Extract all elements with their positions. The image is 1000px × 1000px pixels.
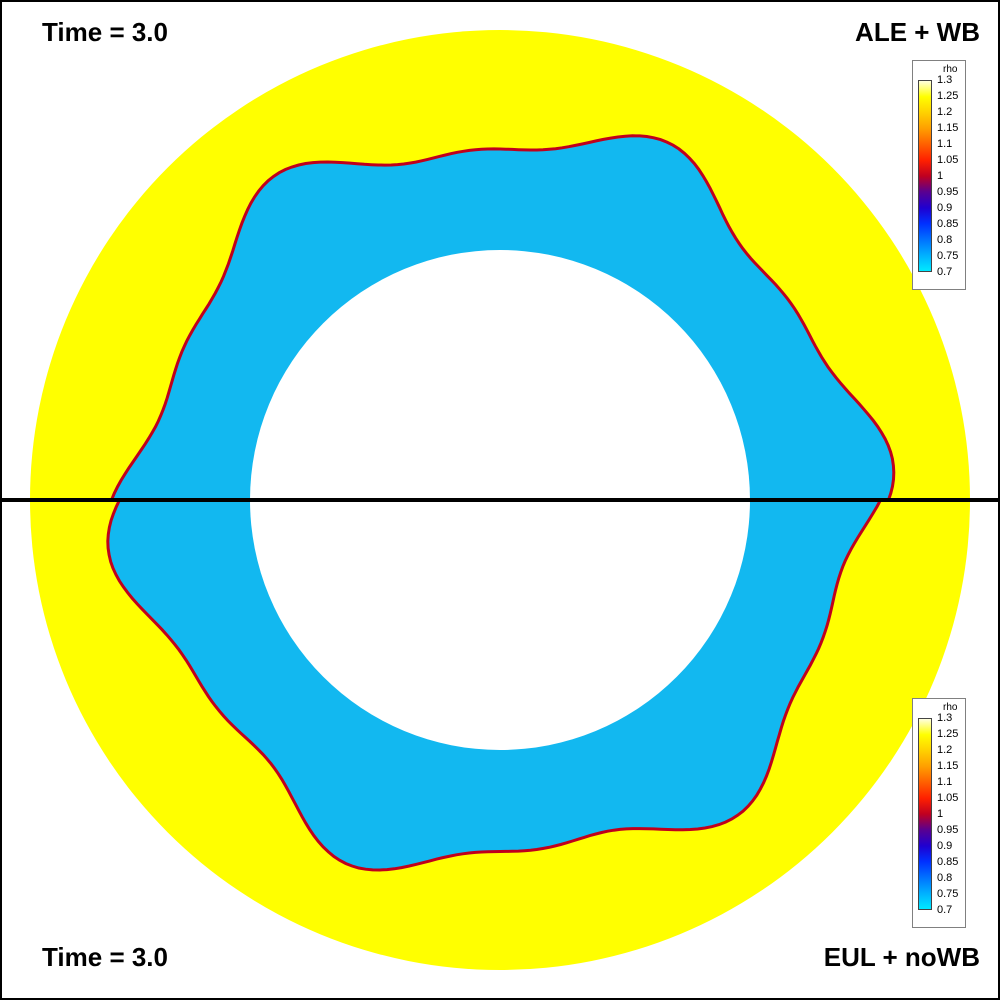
colorbar-tick-label: 0.8: [937, 872, 953, 884]
colorbar-tick-label: 1: [937, 170, 944, 182]
colorbar-title: rho: [943, 64, 958, 75]
colorbar-tick-label: 1.2: [937, 106, 953, 118]
colorbar-tick-label: 0.75: [937, 888, 959, 900]
colorbar-tick-label: 1: [937, 808, 944, 820]
colorbar-tick-label: 1.2: [937, 744, 953, 756]
colorbar-tick-label: 1.1: [937, 138, 953, 150]
colorbar-tick-label: 0.85: [937, 218, 959, 230]
colorbar-tick-label: 0.9: [937, 840, 953, 852]
colorbar-tick-label: 0.7: [937, 266, 953, 278]
time-label-top: Time = 3.0: [42, 17, 168, 47]
colorbar-legend-bottom: rho 1.3 1.25 1.2 1.15 1.1 1.05 1 0.95 0.9 0.85 0.8 0…: [912, 698, 966, 928]
method-label-bottom: EUL + noWB: [823, 942, 980, 972]
colorbar-gradient: [918, 80, 932, 272]
colorbar-tick-label: 1.1: [937, 776, 953, 788]
colorbar-tick-label: 1.05: [937, 792, 959, 804]
colorbar-tick-label: 0.95: [937, 824, 959, 836]
colorbar-tick-label: 0.7: [937, 904, 953, 916]
colorbar-title: rho: [943, 702, 958, 713]
colorbar-tick-label: 1.25: [937, 90, 959, 102]
colorbar-tick-label: 1.3: [937, 712, 953, 724]
colorbar-tick-label: 0.75: [937, 250, 959, 262]
colorbar-tick-label: 1.15: [937, 122, 959, 134]
colorbar-tick-label: 0.95: [937, 186, 959, 198]
colorbar-gradient: [918, 718, 932, 910]
colorbar-legend-top: rho 1.3 1.25 1.2 1.15 1.1 1.05 1 0.95 0.9 0.85 0.8 0…: [912, 60, 966, 290]
colorbar-tick-label: 0.8: [937, 234, 953, 246]
colorbar-tick-label: 0.9: [937, 202, 953, 214]
colorbar-tick-label: 1.25: [937, 728, 959, 740]
colorbar-tick-label: 1.15: [937, 760, 959, 772]
time-label-bottom: Time = 3.0: [42, 942, 168, 972]
colorbar-tick-label: 1.05: [937, 154, 959, 166]
colorbar-tick-label: 1.3: [937, 74, 953, 86]
method-label-top: ALE + WB: [855, 17, 980, 47]
colorbar-tick-label: 0.85: [937, 856, 959, 868]
